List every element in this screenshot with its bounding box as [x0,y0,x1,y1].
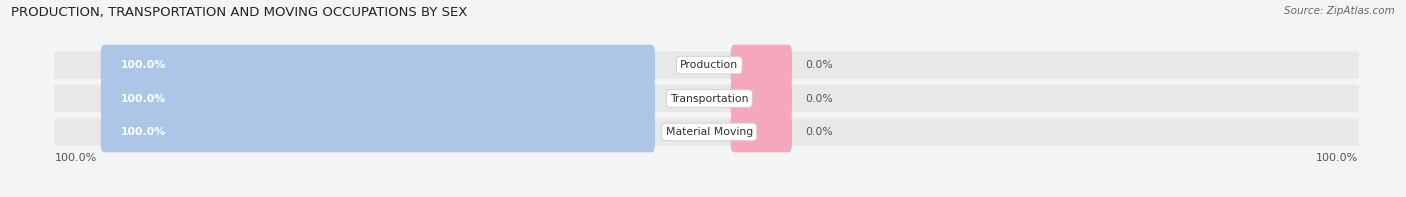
Text: Source: ZipAtlas.com: Source: ZipAtlas.com [1284,6,1395,16]
Text: 0.0%: 0.0% [806,127,832,137]
Text: 100.0%: 100.0% [1316,153,1358,163]
FancyBboxPatch shape [731,45,792,85]
Text: 100.0%: 100.0% [121,127,166,137]
FancyBboxPatch shape [55,118,1358,146]
Text: Material Moving: Material Moving [665,127,752,137]
FancyBboxPatch shape [101,45,655,85]
Text: Production: Production [681,60,738,70]
FancyBboxPatch shape [55,85,1358,112]
FancyBboxPatch shape [101,78,655,119]
FancyBboxPatch shape [101,112,655,152]
FancyBboxPatch shape [731,78,792,119]
FancyBboxPatch shape [731,112,792,152]
Text: 0.0%: 0.0% [806,60,832,70]
Text: 100.0%: 100.0% [121,60,166,70]
Text: PRODUCTION, TRANSPORTATION AND MOVING OCCUPATIONS BY SEX: PRODUCTION, TRANSPORTATION AND MOVING OC… [11,6,468,19]
FancyBboxPatch shape [55,51,1358,79]
Text: 100.0%: 100.0% [55,153,97,163]
Text: 100.0%: 100.0% [121,94,166,103]
Text: 0.0%: 0.0% [806,94,832,103]
Text: Transportation: Transportation [671,94,748,103]
